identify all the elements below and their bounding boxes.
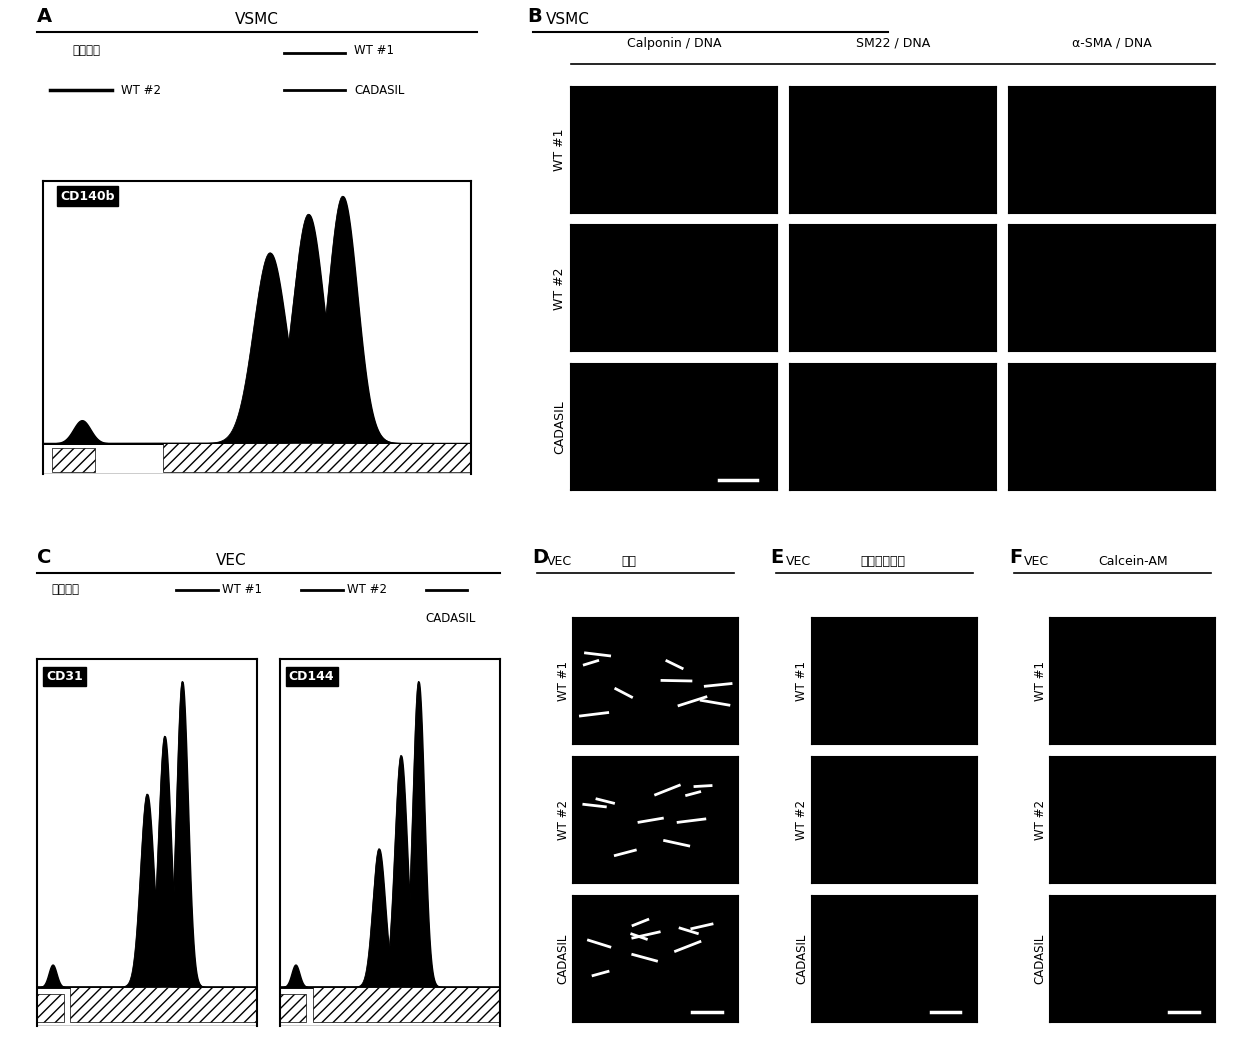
Text: SM22 / DNA: SM22 / DNA [856,37,930,49]
Text: WT #1: WT #1 [353,44,394,57]
Text: 低密度脂蛋白: 低密度脂蛋白 [861,555,905,568]
Text: Calcein-AM: Calcein-AM [1099,555,1168,568]
Text: 同型对照: 同型对照 [72,44,100,57]
Text: WT #1: WT #1 [1034,662,1047,702]
Text: Calponin / DNA: Calponin / DNA [626,37,722,49]
Text: WT #2: WT #2 [557,801,569,841]
Text: WT #1: WT #1 [557,662,569,702]
Text: VSMC: VSMC [236,13,279,27]
Text: CD31: CD31 [46,670,83,683]
FancyBboxPatch shape [280,993,306,1023]
Text: VEC: VEC [1024,555,1049,568]
Text: 明场: 明场 [621,555,636,568]
Text: CD140b: CD140b [61,189,115,203]
Text: CADASIL: CADASIL [425,612,476,626]
Text: C: C [37,548,52,567]
Text: CADASIL: CADASIL [553,400,565,453]
Text: WT #2: WT #2 [347,583,387,596]
Text: WT #2: WT #2 [1034,801,1047,841]
Text: VEC: VEC [216,553,247,568]
Text: CADASIL: CADASIL [353,84,404,97]
FancyBboxPatch shape [37,993,63,1023]
FancyBboxPatch shape [312,987,500,1023]
Text: WT #1: WT #1 [795,662,808,702]
Text: A: A [37,7,52,26]
FancyBboxPatch shape [52,448,94,471]
Text: D: D [532,548,548,567]
Text: VSMC: VSMC [546,13,589,27]
Text: WT #1: WT #1 [553,128,565,170]
Text: α-SMA / DNA: α-SMA / DNA [1073,37,1152,49]
FancyBboxPatch shape [71,987,257,1023]
Text: WT #1: WT #1 [222,583,262,596]
Text: VEC: VEC [786,555,811,568]
Text: E: E [770,548,784,567]
Text: B: B [527,7,542,26]
Text: F: F [1009,548,1022,567]
Text: CD144: CD144 [289,670,335,683]
FancyBboxPatch shape [164,443,471,471]
Text: WT #2: WT #2 [553,267,565,309]
Text: WT #2: WT #2 [795,801,808,841]
Text: 同型对照: 同型对照 [51,583,79,596]
Text: WT #2: WT #2 [120,84,161,97]
Text: CADASIL: CADASIL [557,933,569,984]
Text: CADASIL: CADASIL [1034,933,1047,984]
Text: VEC: VEC [547,555,573,568]
Text: CADASIL: CADASIL [795,933,808,984]
